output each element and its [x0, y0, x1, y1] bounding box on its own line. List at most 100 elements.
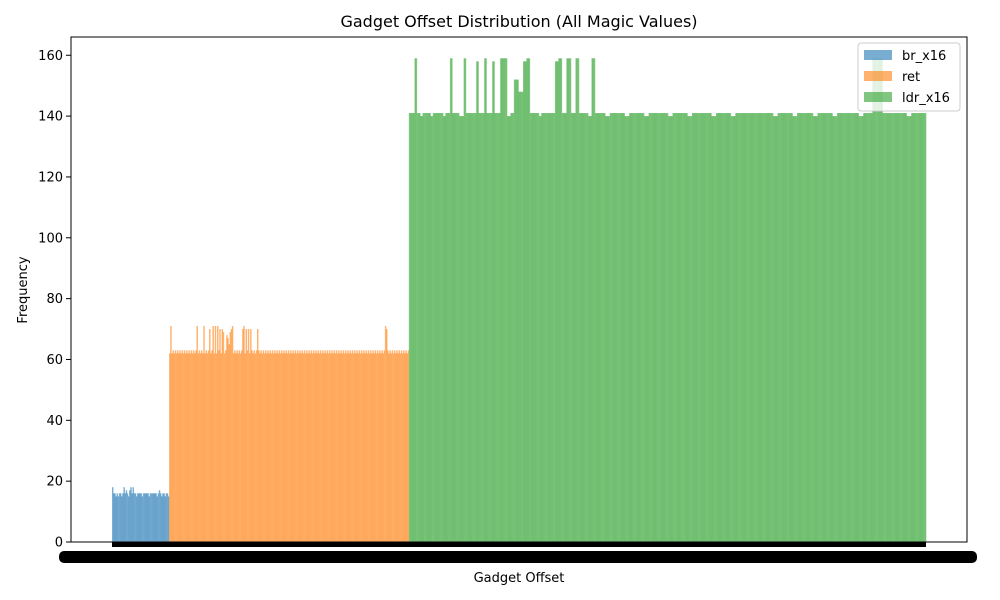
- bar: [464, 58, 467, 543]
- bar: [392, 353, 395, 542]
- bar: [247, 329, 250, 542]
- bar: [628, 116, 630, 542]
- bar: [381, 350, 383, 542]
- bar: [186, 350, 188, 542]
- bar: [454, 113, 456, 543]
- bar: [630, 113, 632, 543]
- bar: [239, 353, 242, 542]
- bar: [702, 113, 704, 543]
- bar: [842, 113, 845, 543]
- bar: [742, 113, 744, 543]
- bar: [640, 113, 643, 543]
- bar: [606, 116, 608, 542]
- bar: [674, 113, 677, 543]
- bar: [417, 113, 420, 543]
- bar: [632, 113, 635, 543]
- bar: [228, 344, 230, 542]
- bar: [876, 58, 879, 543]
- bar: [670, 116, 672, 542]
- bar: [220, 353, 222, 542]
- bar: [351, 350, 354, 542]
- bar: [645, 116, 647, 542]
- bar: [456, 113, 459, 543]
- bar: [122, 493, 124, 542]
- bar: [368, 353, 371, 542]
- bar: [625, 116, 628, 542]
- bar: [886, 113, 888, 543]
- bar: [336, 353, 339, 542]
- bar: [754, 113, 757, 543]
- bar: [112, 487, 114, 542]
- bar: [264, 350, 267, 542]
- bar: [115, 496, 117, 542]
- bar: [849, 113, 851, 543]
- bar: [683, 113, 686, 543]
- bar: [647, 116, 649, 542]
- bar: [852, 113, 855, 543]
- bar: [900, 113, 903, 543]
- bar: [138, 493, 140, 542]
- bar: [755, 113, 758, 543]
- bar: [459, 116, 461, 542]
- bar: [462, 116, 464, 542]
- bar: [182, 353, 185, 542]
- bar: [887, 113, 889, 543]
- bar: [124, 493, 126, 542]
- bar: [291, 353, 293, 542]
- bar: [500, 58, 502, 543]
- legend-label: ldr_x16: [902, 91, 950, 106]
- bar: [393, 350, 396, 542]
- bar: [314, 353, 316, 542]
- bar: [487, 113, 490, 543]
- bar: [496, 113, 499, 543]
- bar: [747, 113, 750, 543]
- bar: [855, 113, 857, 543]
- bar: [162, 493, 164, 542]
- bar: [149, 493, 152, 542]
- bar: [260, 350, 262, 542]
- bar: [906, 116, 909, 542]
- bar: [365, 350, 367, 542]
- bar: [143, 493, 146, 542]
- bar: [698, 113, 701, 543]
- bar: [440, 113, 443, 543]
- bar: [484, 58, 486, 543]
- bar: [623, 113, 625, 543]
- bar: [408, 113, 411, 543]
- bar: [323, 353, 325, 542]
- bar: [857, 113, 859, 543]
- bar: [309, 353, 311, 542]
- bar: [318, 353, 321, 542]
- bar: [759, 113, 761, 543]
- x-axis: [59, 542, 977, 563]
- y-tick-label: 0: [55, 536, 63, 551]
- bar: [355, 353, 357, 542]
- bar: [140, 493, 142, 542]
- bar: [856, 113, 858, 543]
- bar: [655, 113, 657, 543]
- bar: [924, 113, 927, 543]
- bar: [431, 116, 434, 542]
- bar: [871, 113, 873, 543]
- bar: [282, 353, 284, 542]
- bar: [174, 350, 177, 542]
- bar: [825, 113, 827, 543]
- bar: [478, 113, 480, 543]
- bar: [515, 79, 517, 542]
- bar: [803, 113, 806, 543]
- bar: [528, 58, 531, 543]
- bar: [390, 353, 392, 542]
- bar: [526, 58, 528, 543]
- bar: [620, 113, 622, 543]
- bar: [624, 116, 627, 542]
- bar: [729, 113, 732, 543]
- bar: [376, 350, 379, 542]
- bar: [513, 79, 516, 542]
- bar: [324, 350, 326, 542]
- bar: [424, 113, 427, 543]
- bar: [639, 113, 641, 543]
- bar: [728, 113, 730, 543]
- bar: [317, 350, 319, 542]
- bar: [765, 113, 767, 543]
- bar: [663, 113, 665, 543]
